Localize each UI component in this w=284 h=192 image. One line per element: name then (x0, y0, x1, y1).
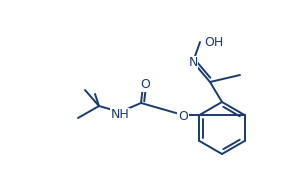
Text: O: O (178, 111, 188, 123)
Text: NH: NH (111, 108, 130, 122)
Text: N: N (188, 56, 198, 70)
Text: OH: OH (204, 36, 223, 49)
Text: O: O (140, 79, 150, 92)
